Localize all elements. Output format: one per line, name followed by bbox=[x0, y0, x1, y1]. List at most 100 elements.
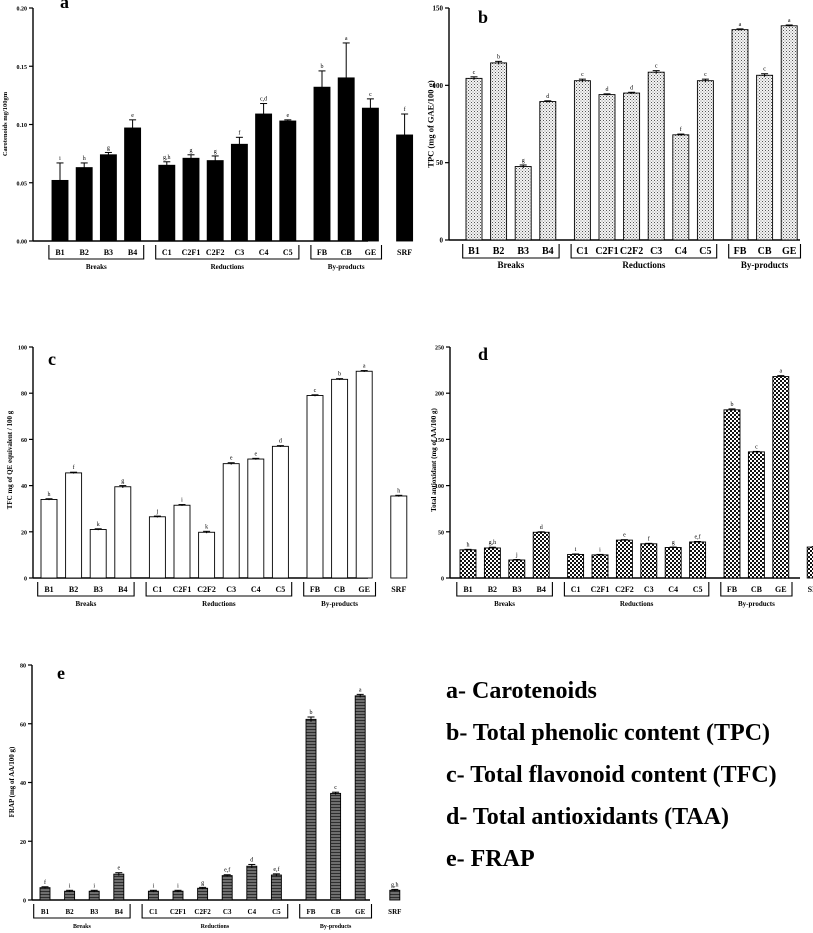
significance-letter: e bbox=[286, 113, 289, 119]
bar-b1 bbox=[39, 887, 51, 901]
y-tick-label: 100 bbox=[18, 346, 27, 352]
significance-letter: g bbox=[121, 479, 124, 485]
x-tick-label: C5 bbox=[693, 585, 703, 594]
x-tick-label: C5 bbox=[699, 246, 711, 257]
panel-letter: b bbox=[478, 7, 488, 27]
bar-ge bbox=[354, 695, 366, 901]
x-tick-label: C4 bbox=[668, 585, 678, 594]
bar-b3 bbox=[88, 890, 100, 901]
group-bracket bbox=[310, 245, 383, 260]
bar-c1 bbox=[148, 516, 166, 579]
significance-letter: c bbox=[314, 388, 317, 394]
x-tick-label: B2 bbox=[493, 246, 505, 257]
x-tick-label: B1 bbox=[55, 248, 64, 257]
y-tick-label: 20 bbox=[20, 840, 26, 846]
bar-fb bbox=[731, 29, 749, 241]
significance-letter: i bbox=[575, 547, 577, 553]
significance-letter: c bbox=[704, 72, 707, 78]
bar-cb bbox=[756, 74, 774, 241]
x-tick-label: B1 bbox=[41, 908, 50, 916]
bar-b3 bbox=[514, 166, 532, 241]
significance-letter: j bbox=[156, 509, 159, 515]
legend-item-a: a- Carotenoids bbox=[446, 678, 597, 704]
x-tick-label: CB bbox=[331, 908, 341, 916]
significance-letter: e,f bbox=[695, 534, 701, 541]
x-tick-label: B3 bbox=[517, 246, 529, 257]
x-tick-label: C1 bbox=[149, 908, 158, 916]
bar-c1 bbox=[147, 890, 159, 901]
significance-letter: g bbox=[214, 149, 217, 155]
x-tick-label: C4 bbox=[248, 908, 257, 916]
x-tick-label: B1 bbox=[463, 585, 472, 594]
significance-letter: h bbox=[48, 492, 51, 498]
x-tick-label: B4 bbox=[118, 585, 127, 594]
x-tick-label: C4 bbox=[675, 246, 687, 257]
significance-letter: b bbox=[731, 402, 734, 408]
y-tick-label: 60 bbox=[21, 438, 27, 444]
significance-letter: k bbox=[97, 522, 100, 528]
y-axis-label: FRAP (mg of AA/100 g) bbox=[8, 746, 16, 817]
bar-c2f1 bbox=[598, 94, 616, 241]
y-axis-label: Total antioxidant (mg of AA/100 g) bbox=[430, 407, 438, 511]
group-bracket bbox=[33, 904, 131, 919]
group-label: Reductions bbox=[620, 600, 654, 608]
bar-c5 bbox=[270, 874, 282, 901]
group-bracket bbox=[728, 244, 802, 259]
significance-letter: d bbox=[250, 857, 253, 863]
bar-c4 bbox=[672, 134, 690, 241]
significance-letter: i bbox=[177, 883, 179, 889]
x-tick-label: B2 bbox=[69, 585, 78, 594]
group-bracket bbox=[303, 582, 377, 597]
y-tick-label: 200 bbox=[435, 392, 444, 398]
x-tick-label: GE bbox=[355, 908, 365, 916]
x-tick-label: CB bbox=[758, 246, 772, 257]
significance-letter: b bbox=[310, 710, 313, 716]
significance-letter: g bbox=[201, 880, 204, 886]
bar-c2f2 bbox=[615, 539, 633, 579]
significance-letter: a bbox=[739, 22, 742, 28]
group-label: By-products bbox=[328, 263, 365, 271]
group-bracket bbox=[141, 904, 289, 919]
bar-c2f1 bbox=[591, 554, 609, 579]
group-bracket bbox=[456, 582, 553, 597]
significance-letter: e bbox=[131, 113, 134, 119]
significance-letter: a bbox=[359, 687, 362, 693]
x-tick-label: C3 bbox=[226, 585, 236, 594]
group-bracket bbox=[145, 582, 293, 597]
group-label: Reductions bbox=[211, 263, 245, 271]
bar-c2f2 bbox=[198, 531, 216, 579]
bar-ge bbox=[780, 25, 798, 241]
panel-letter: d bbox=[478, 344, 488, 364]
significance-letter: f bbox=[44, 879, 46, 886]
significance-letter: d bbox=[279, 439, 282, 445]
bar-c2f2 bbox=[206, 160, 224, 242]
group-bracket bbox=[563, 582, 710, 597]
y-axis-label: TPC (mg of GAE/100 g) bbox=[425, 80, 435, 168]
x-tick-label: B1 bbox=[44, 585, 53, 594]
x-tick-label: B1 bbox=[468, 246, 480, 257]
significance-letter: f bbox=[73, 464, 75, 471]
y-tick-label: 0.20 bbox=[17, 7, 28, 13]
x-tick-label: B2 bbox=[66, 908, 75, 916]
bar-c5 bbox=[696, 80, 714, 241]
bar-c3 bbox=[221, 875, 233, 901]
significance-letter: c bbox=[763, 67, 766, 73]
x-tick-label: GE bbox=[365, 248, 377, 257]
y-tick-label: 100 bbox=[435, 484, 444, 490]
x-tick-label: C2F1 bbox=[591, 585, 610, 594]
x-tick-label: B4 bbox=[542, 246, 554, 257]
x-tick-label: C4 bbox=[259, 248, 269, 257]
x-tick-label: C2F1 bbox=[182, 248, 201, 257]
y-tick-label: 50 bbox=[438, 530, 444, 536]
y-tick-label: 0 bbox=[24, 577, 27, 583]
significance-letter: c bbox=[655, 64, 658, 70]
significance-letter: h bbox=[397, 488, 400, 494]
bar-fb bbox=[306, 395, 324, 579]
legend-item-b: b- Total phenolic content (TPC) bbox=[446, 720, 771, 746]
x-tick-label: C2F1 bbox=[595, 246, 618, 257]
bar-b1 bbox=[40, 499, 58, 579]
y-tick-label: 150 bbox=[433, 5, 444, 13]
x-tick-label: GE bbox=[775, 585, 787, 594]
group-bracket bbox=[299, 904, 373, 919]
panel-letter: e bbox=[57, 663, 65, 683]
